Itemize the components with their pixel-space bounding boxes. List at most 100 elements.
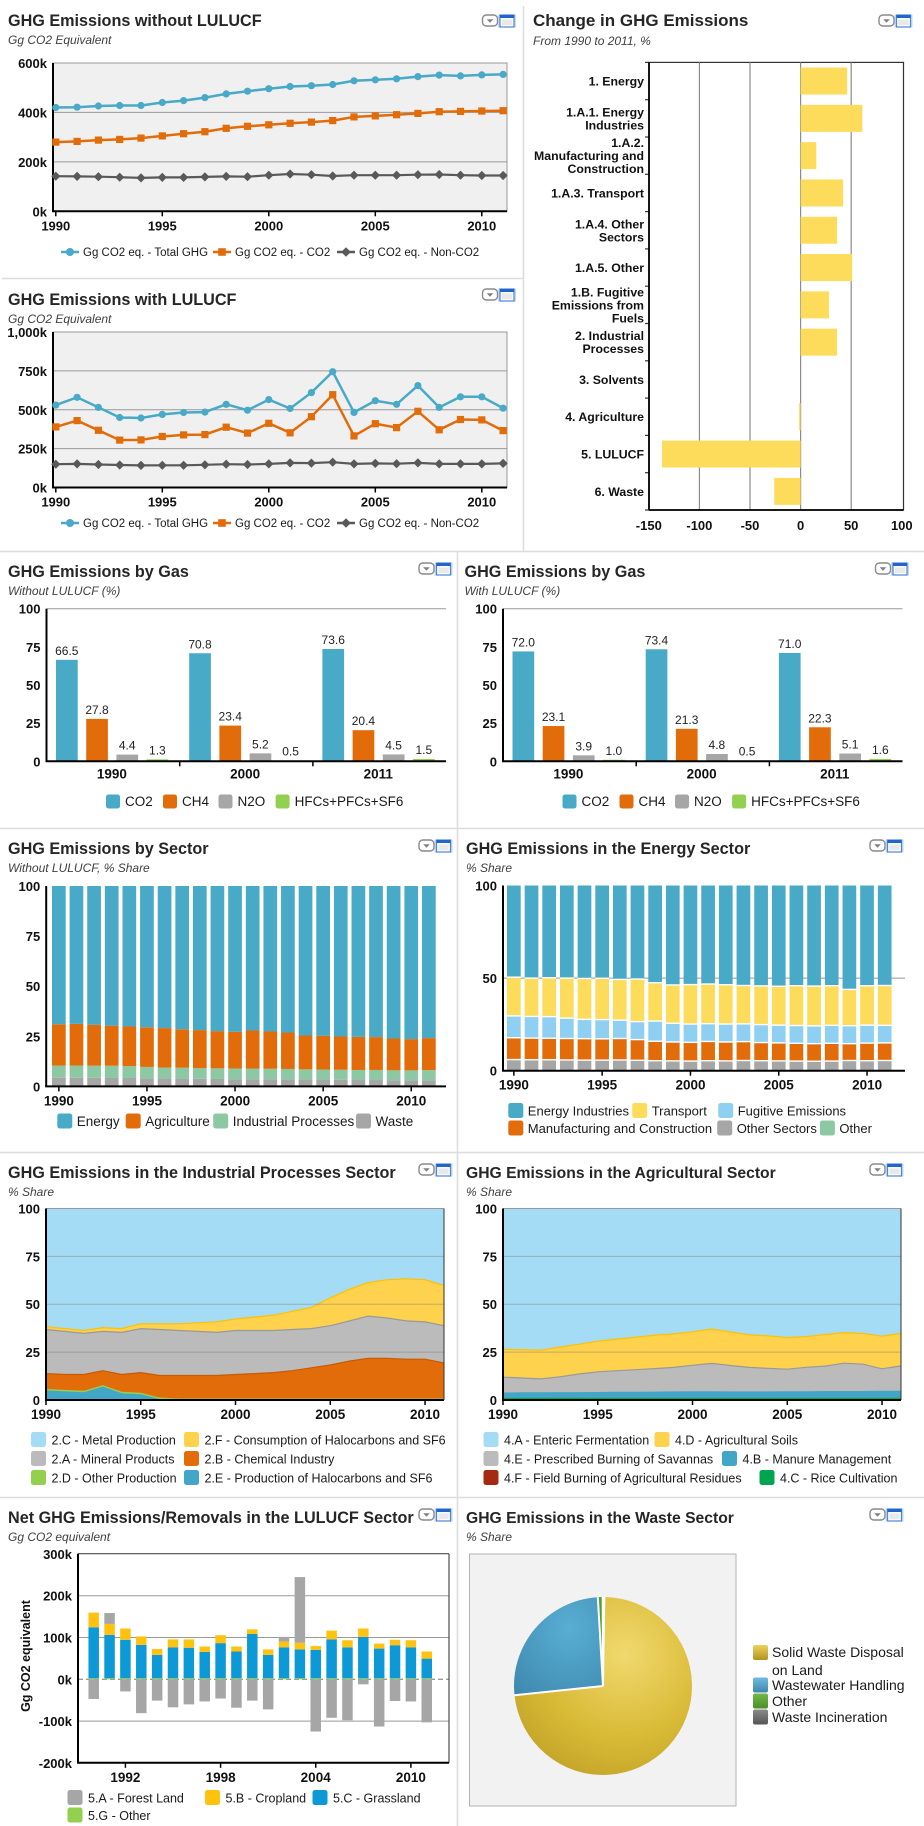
svg-text:50: 50 — [26, 979, 40, 994]
svg-text:200k: 200k — [18, 155, 48, 170]
svg-text:CH4: CH4 — [639, 794, 666, 809]
svg-text:0: 0 — [33, 1393, 40, 1408]
svg-text:75: 75 — [483, 640, 497, 655]
svg-text:75: 75 — [26, 640, 40, 655]
svg-text:75: 75 — [26, 1249, 40, 1264]
svg-text:1.A.4. Other: 1.A.4. Other — [575, 217, 644, 231]
svg-text:1.A.5. Other: 1.A.5. Other — [575, 261, 644, 275]
svg-text:0: 0 — [797, 518, 804, 533]
svg-text:CO2: CO2 — [582, 794, 610, 809]
svg-text:% Share: % Share — [466, 861, 512, 875]
svg-text:2005: 2005 — [361, 218, 390, 233]
svg-text:70.8: 70.8 — [188, 637, 212, 651]
svg-text:Change in GHG Emissions: Change in GHG Emissions — [533, 11, 748, 30]
svg-text:500k: 500k — [18, 403, 48, 418]
svg-text:2000: 2000 — [254, 218, 283, 233]
svg-text:Solid Waste Disposal: Solid Waste Disposal — [772, 1644, 904, 1660]
svg-text:-100: -100 — [686, 518, 712, 533]
svg-text:GHG Emissions in the Agricultu: GHG Emissions in the Agricultural Sector — [466, 1165, 776, 1182]
svg-text:25: 25 — [26, 1345, 40, 1360]
svg-text:Energy Industries: Energy Industries — [528, 1104, 630, 1119]
svg-text:1.A.2.: 1.A.2. — [611, 136, 644, 150]
svg-text:Agriculture: Agriculture — [145, 1114, 210, 1129]
svg-text:23.4: 23.4 — [219, 710, 243, 724]
svg-text:72.0: 72.0 — [512, 635, 536, 649]
svg-text:N2O: N2O — [238, 794, 266, 809]
svg-text:Construction: Construction — [567, 162, 644, 176]
svg-text:1.6: 1.6 — [872, 743, 889, 757]
svg-text:1.B. Fugitive: 1.B. Fugitive — [571, 285, 644, 299]
svg-text:25: 25 — [483, 1345, 497, 1360]
svg-text:2005: 2005 — [772, 1407, 803, 1422]
svg-text:100k: 100k — [43, 1631, 73, 1646]
svg-text:on Land: on Land — [772, 1662, 823, 1678]
svg-text:50: 50 — [844, 518, 858, 533]
svg-text:Gg CO2 Equivalent: Gg CO2 Equivalent — [8, 312, 112, 326]
svg-text:1990: 1990 — [41, 218, 70, 233]
svg-text:2.D - Other Production: 2.D - Other Production — [52, 1472, 177, 1486]
svg-text:1990: 1990 — [41, 495, 70, 510]
svg-text:2.C - Metal Production: 2.C - Metal Production — [52, 1434, 176, 1448]
svg-text:Fugitive Emissions: Fugitive Emissions — [738, 1104, 847, 1119]
svg-text:GHG Emissions in the Energy Se: GHG Emissions in the Energy Sector — [466, 840, 751, 858]
svg-text:2010: 2010 — [410, 1407, 440, 1422]
svg-text:2000: 2000 — [675, 1078, 705, 1093]
svg-text:1990: 1990 — [31, 1407, 61, 1422]
svg-text:1990: 1990 — [44, 1093, 74, 1108]
svg-text:2010: 2010 — [867, 1407, 897, 1422]
svg-text:1990: 1990 — [553, 766, 583, 781]
svg-text:Industries: Industries — [585, 118, 644, 132]
svg-text:Waste: Waste — [376, 1114, 414, 1129]
svg-text:73.4: 73.4 — [645, 633, 669, 647]
svg-text:3. Solvents: 3. Solvents — [579, 373, 644, 387]
svg-text:2005: 2005 — [764, 1078, 795, 1093]
svg-text:600k: 600k — [18, 56, 48, 71]
svg-text:5.2: 5.2 — [252, 737, 269, 751]
svg-text:0k: 0k — [33, 481, 48, 496]
svg-text:22.3: 22.3 — [808, 711, 832, 725]
svg-text:Waste Incineration: Waste Incineration — [772, 1709, 887, 1725]
svg-text:27.8: 27.8 — [85, 703, 109, 717]
svg-text:GHG Emissions in the Waste Sec: GHG Emissions in the Waste Sector — [466, 1510, 734, 1527]
svg-text:2.A - Mineral Products: 2.A - Mineral Products — [52, 1453, 175, 1467]
svg-text:25: 25 — [483, 716, 497, 731]
svg-text:Transport: Transport — [652, 1104, 708, 1119]
svg-text:5. LULUCF: 5. LULUCF — [581, 448, 644, 462]
svg-text:4.A - Enteric Fermentation: 4.A - Enteric Fermentation — [504, 1434, 649, 1448]
svg-text:1.A.3. Transport: 1.A.3. Transport — [551, 187, 644, 201]
svg-text:5.C - Grassland: 5.C - Grassland — [333, 1792, 421, 1806]
svg-text:2005: 2005 — [315, 1407, 346, 1422]
svg-text:0.5: 0.5 — [282, 745, 299, 759]
svg-text:Other Sectors: Other Sectors — [737, 1121, 818, 1136]
svg-text:Processes: Processes — [582, 342, 644, 356]
svg-text:1998: 1998 — [206, 1770, 237, 1785]
svg-text:Energy: Energy — [77, 1114, 120, 1129]
svg-text:4.F - Field Burning of Agricul: 4.F - Field Burning of Agricultural Resi… — [504, 1472, 742, 1486]
svg-text:Fuels: Fuels — [612, 311, 644, 325]
svg-text:% Share: % Share — [466, 1185, 512, 1199]
svg-text:-150: -150 — [636, 518, 662, 533]
svg-text:GHG Emissions without LULUCF: GHG Emissions without LULUCF — [8, 12, 262, 30]
svg-text:N2O: N2O — [694, 794, 722, 809]
svg-text:20.4: 20.4 — [352, 714, 376, 728]
svg-text:CO2: CO2 — [125, 794, 153, 809]
svg-text:Emissions from: Emissions from — [552, 298, 644, 312]
svg-text:4.C - Rice Cultivation: 4.C - Rice Cultivation — [780, 1472, 897, 1486]
svg-text:Gg CO2 eq. - CO2: Gg CO2 eq. - CO2 — [235, 247, 330, 259]
svg-text:5.G - Other: 5.G - Other — [88, 1809, 151, 1823]
svg-text:50: 50 — [26, 1297, 40, 1312]
svg-text:4. Agriculture: 4. Agriculture — [565, 410, 644, 424]
svg-text:1.3: 1.3 — [149, 743, 166, 757]
svg-text:71.0: 71.0 — [778, 637, 802, 651]
svg-text:-200k: -200k — [39, 1756, 73, 1771]
svg-text:1.A.1. Energy: 1.A.1. Energy — [566, 105, 644, 119]
svg-text:2000: 2000 — [230, 766, 260, 781]
svg-text:3.9: 3.9 — [575, 739, 592, 753]
svg-text:0: 0 — [490, 1064, 497, 1079]
svg-text:100: 100 — [475, 602, 497, 617]
svg-text:2. Industrial: 2. Industrial — [575, 329, 644, 343]
svg-text:400k: 400k — [18, 105, 48, 120]
svg-text:2.B - Chemical Industry: 2.B - Chemical Industry — [205, 1453, 336, 1467]
svg-text:Other: Other — [839, 1121, 872, 1136]
svg-text:Manufacturing and Construction: Manufacturing and Construction — [528, 1121, 712, 1136]
